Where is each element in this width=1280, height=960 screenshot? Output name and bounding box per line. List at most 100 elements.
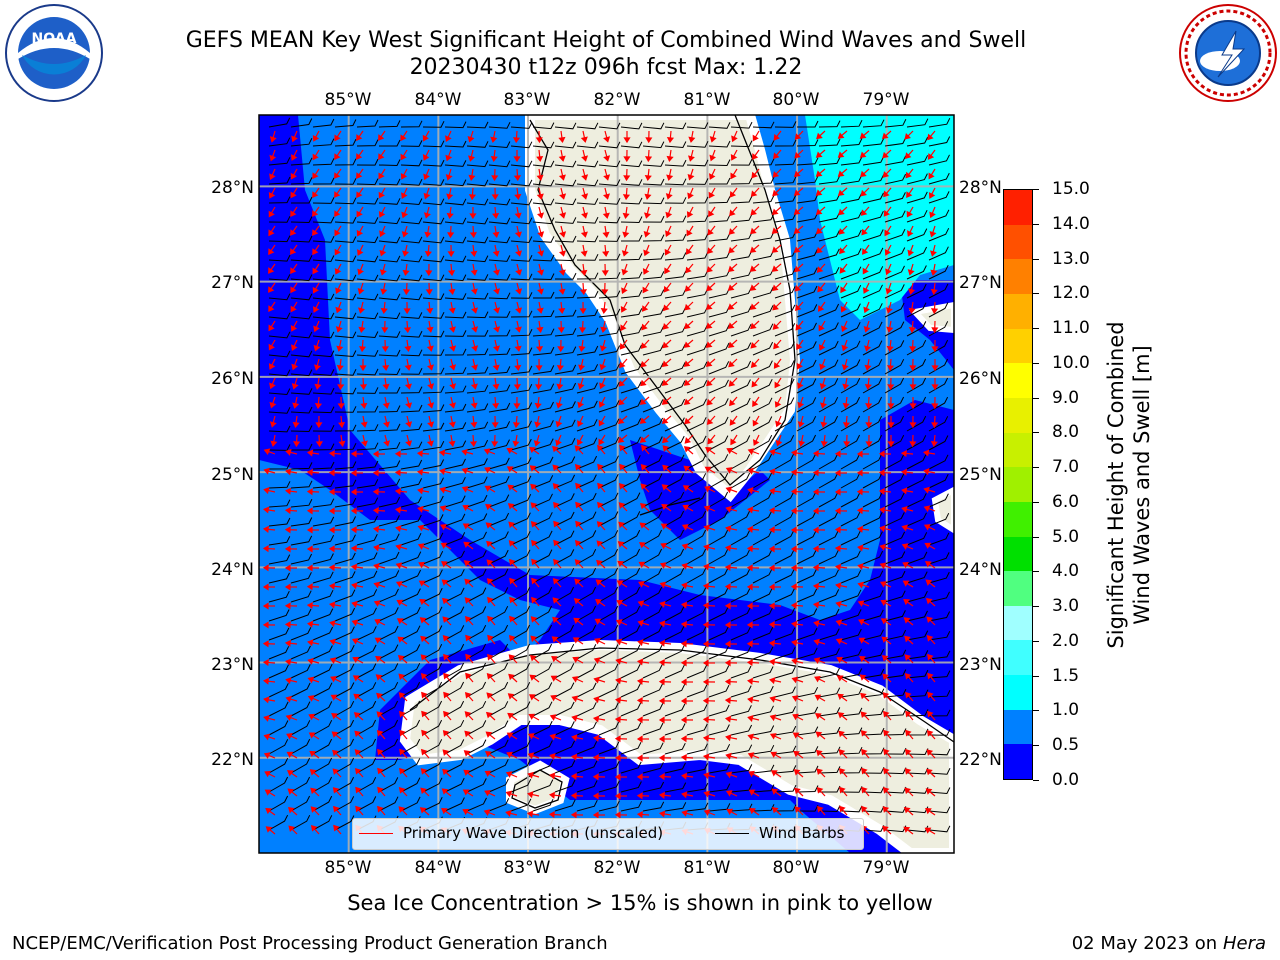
- wind-barb: [840, 766, 863, 774]
- colorbar-tick-mark: [1033, 328, 1039, 330]
- wave-arrow-head: [835, 582, 842, 590]
- wind-barb: [444, 777, 465, 793]
- wind-barb: [334, 406, 357, 413]
- wave-arrow-head: [882, 673, 889, 681]
- wind-barb: [796, 194, 819, 204]
- wave-arrow-head: [904, 787, 911, 795]
- wind-barb: [268, 235, 291, 243]
- wind-barb: [774, 194, 797, 204]
- wave-arrow-head: [724, 621, 731, 629]
- wave-arrow-head: [379, 249, 387, 257]
- wind-barb: [356, 796, 377, 812]
- wind-barb: [598, 122, 621, 130]
- wind-barb: [312, 795, 333, 812]
- wave-arrow-head: [790, 583, 797, 591]
- wave-arrow-head: [328, 488, 335, 496]
- wind-barb: [268, 254, 291, 262]
- wave-arrow-head: [727, 303, 735, 310]
- wave-arrow-head: [728, 246, 735, 254]
- wind-barb: [554, 740, 575, 755]
- wind-barb: [664, 491, 685, 508]
- wind-barb: [730, 587, 751, 603]
- colorbar-tick-mark: [1033, 362, 1039, 364]
- wave-arrow-head: [924, 827, 932, 834]
- wind-barb: [510, 438, 532, 451]
- wind-barb: [840, 648, 862, 660]
- wind-barb: [488, 494, 510, 508]
- wind-barb: [554, 624, 575, 641]
- wave-arrow-head: [445, 154, 453, 162]
- wind-barb: [488, 292, 511, 300]
- wind-barb: [708, 251, 731, 261]
- wave-arrow-head: [579, 289, 588, 296]
- wind-barb: [466, 476, 488, 489]
- wind-barb: [466, 348, 489, 356]
- wind-barb: [378, 515, 400, 527]
- wave-arrow-head: [860, 692, 867, 700]
- wind-barb: [510, 365, 533, 375]
- wave-arrow-head: [559, 212, 567, 219]
- wave-arrow-head: [725, 771, 733, 779]
- wind-barb: [400, 386, 423, 394]
- wind-barb: [686, 398, 707, 413]
- wind-barb: [598, 702, 619, 717]
- wind-barb: [334, 368, 357, 376]
- wind-barb: [444, 160, 467, 167]
- wind-barb: [752, 434, 773, 451]
- wave-arrow-head: [925, 579, 933, 586]
- wind-barb: [796, 804, 819, 812]
- wave-arrow-head: [883, 190, 890, 198]
- colorbar-segment: [1004, 432, 1032, 468]
- wave-arrow-head: [839, 266, 847, 274]
- wind-barb: [532, 549, 553, 565]
- wave-arrow-head: [597, 482, 604, 490]
- wave-arrow-head: [549, 752, 556, 760]
- wave-arrow-head: [775, 420, 782, 428]
- wind-barb: [554, 586, 575, 603]
- wind-barb: [642, 252, 665, 261]
- wave-arrow-head: [535, 384, 543, 391]
- wave-arrow-head: [770, 770, 778, 777]
- wave-arrow-head: [530, 635, 537, 643]
- wave-arrow-head: [373, 562, 380, 570]
- wave-arrow-head: [840, 286, 847, 294]
- lat-tick-right: 22°N: [959, 750, 1002, 770]
- wave-arrow-head: [531, 596, 538, 604]
- wind-barb: [730, 232, 753, 242]
- wave-arrow-head: [328, 507, 335, 515]
- wave-arrow-head: [314, 383, 322, 390]
- wind-barb: [466, 311, 489, 319]
- wind-barb: [818, 175, 841, 185]
- wind-barb: [488, 347, 511, 356]
- wave-arrow-head: [379, 230, 386, 238]
- wind-barb: [444, 476, 466, 489]
- wave-arrow-head: [350, 469, 357, 477]
- wave-arrow-head: [793, 189, 801, 196]
- wave-arrow-head: [356, 153, 363, 160]
- wind-barb: [620, 253, 643, 261]
- wind-barb: [444, 569, 465, 584]
- wind-barb: [840, 229, 862, 242]
- wave-arrow-head: [426, 440, 434, 447]
- wind-barb: [356, 236, 379, 244]
- wave-arrow-head: [596, 540, 603, 548]
- wave-arrow-head: [359, 365, 367, 372]
- wind-barb: [312, 443, 335, 451]
- wave-arrow-head: [534, 421, 542, 428]
- wave-arrow-head: [746, 677, 754, 685]
- wind-barb: [466, 720, 487, 736]
- wind-barb: [576, 474, 597, 489]
- colorbar-segment: [1004, 328, 1032, 364]
- wind-barb: [686, 763, 709, 774]
- wind-barb: [796, 726, 819, 736]
- wave-arrow-head: [904, 768, 912, 775]
- wind-barb: [576, 179, 599, 187]
- wind-barb: [488, 720, 509, 736]
- wave-arrow-head: [471, 345, 479, 352]
- wave-arrow-head: [423, 192, 431, 200]
- wind-barb: [312, 645, 333, 660]
- wave-arrow-head: [836, 656, 844, 664]
- wave-arrow-head: [514, 326, 522, 333]
- wind-barb: [686, 473, 707, 489]
- wave-arrow-head: [812, 582, 820, 590]
